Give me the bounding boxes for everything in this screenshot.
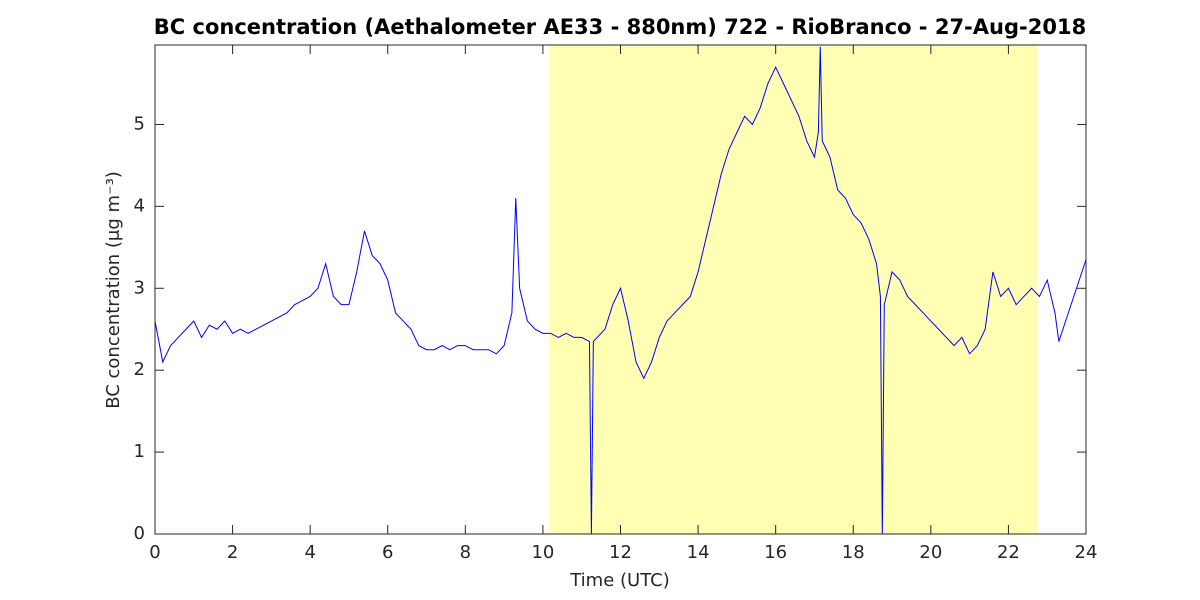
y-tick-label: 3 xyxy=(134,277,145,298)
y-axis-label: BC concentration (μg m⁻³) xyxy=(103,171,124,409)
x-tick-label: 14 xyxy=(687,542,710,563)
y-tick-label: 0 xyxy=(134,523,145,544)
highlight-band xyxy=(548,45,1038,534)
y-tick-label: 5 xyxy=(134,113,145,134)
x-tick-label: 8 xyxy=(460,542,471,563)
y-tick-label: 4 xyxy=(134,195,145,216)
x-tick-label: 22 xyxy=(997,542,1020,563)
x-tick-label: 20 xyxy=(919,542,942,563)
data-line xyxy=(154,46,1087,535)
x-tick-label: 2 xyxy=(227,542,238,563)
x-tick-label: 0 xyxy=(149,542,160,563)
x-axis-label: Time (UTC) xyxy=(569,570,670,591)
x-tick-label: 18 xyxy=(842,542,865,563)
x-tick-label: 24 xyxy=(1075,542,1098,563)
x-tick-label: 10 xyxy=(531,542,554,563)
y-tick-label: 1 xyxy=(134,441,145,462)
x-tick-label: 6 xyxy=(382,542,393,563)
chart-title: BC concentration (Aethalometer AE33 - 88… xyxy=(154,15,1086,39)
x-tick-label: 16 xyxy=(764,542,787,563)
x-tick-label: 12 xyxy=(609,542,632,563)
y-tick-label: 2 xyxy=(134,359,145,380)
x-tick-label: 4 xyxy=(304,542,315,563)
